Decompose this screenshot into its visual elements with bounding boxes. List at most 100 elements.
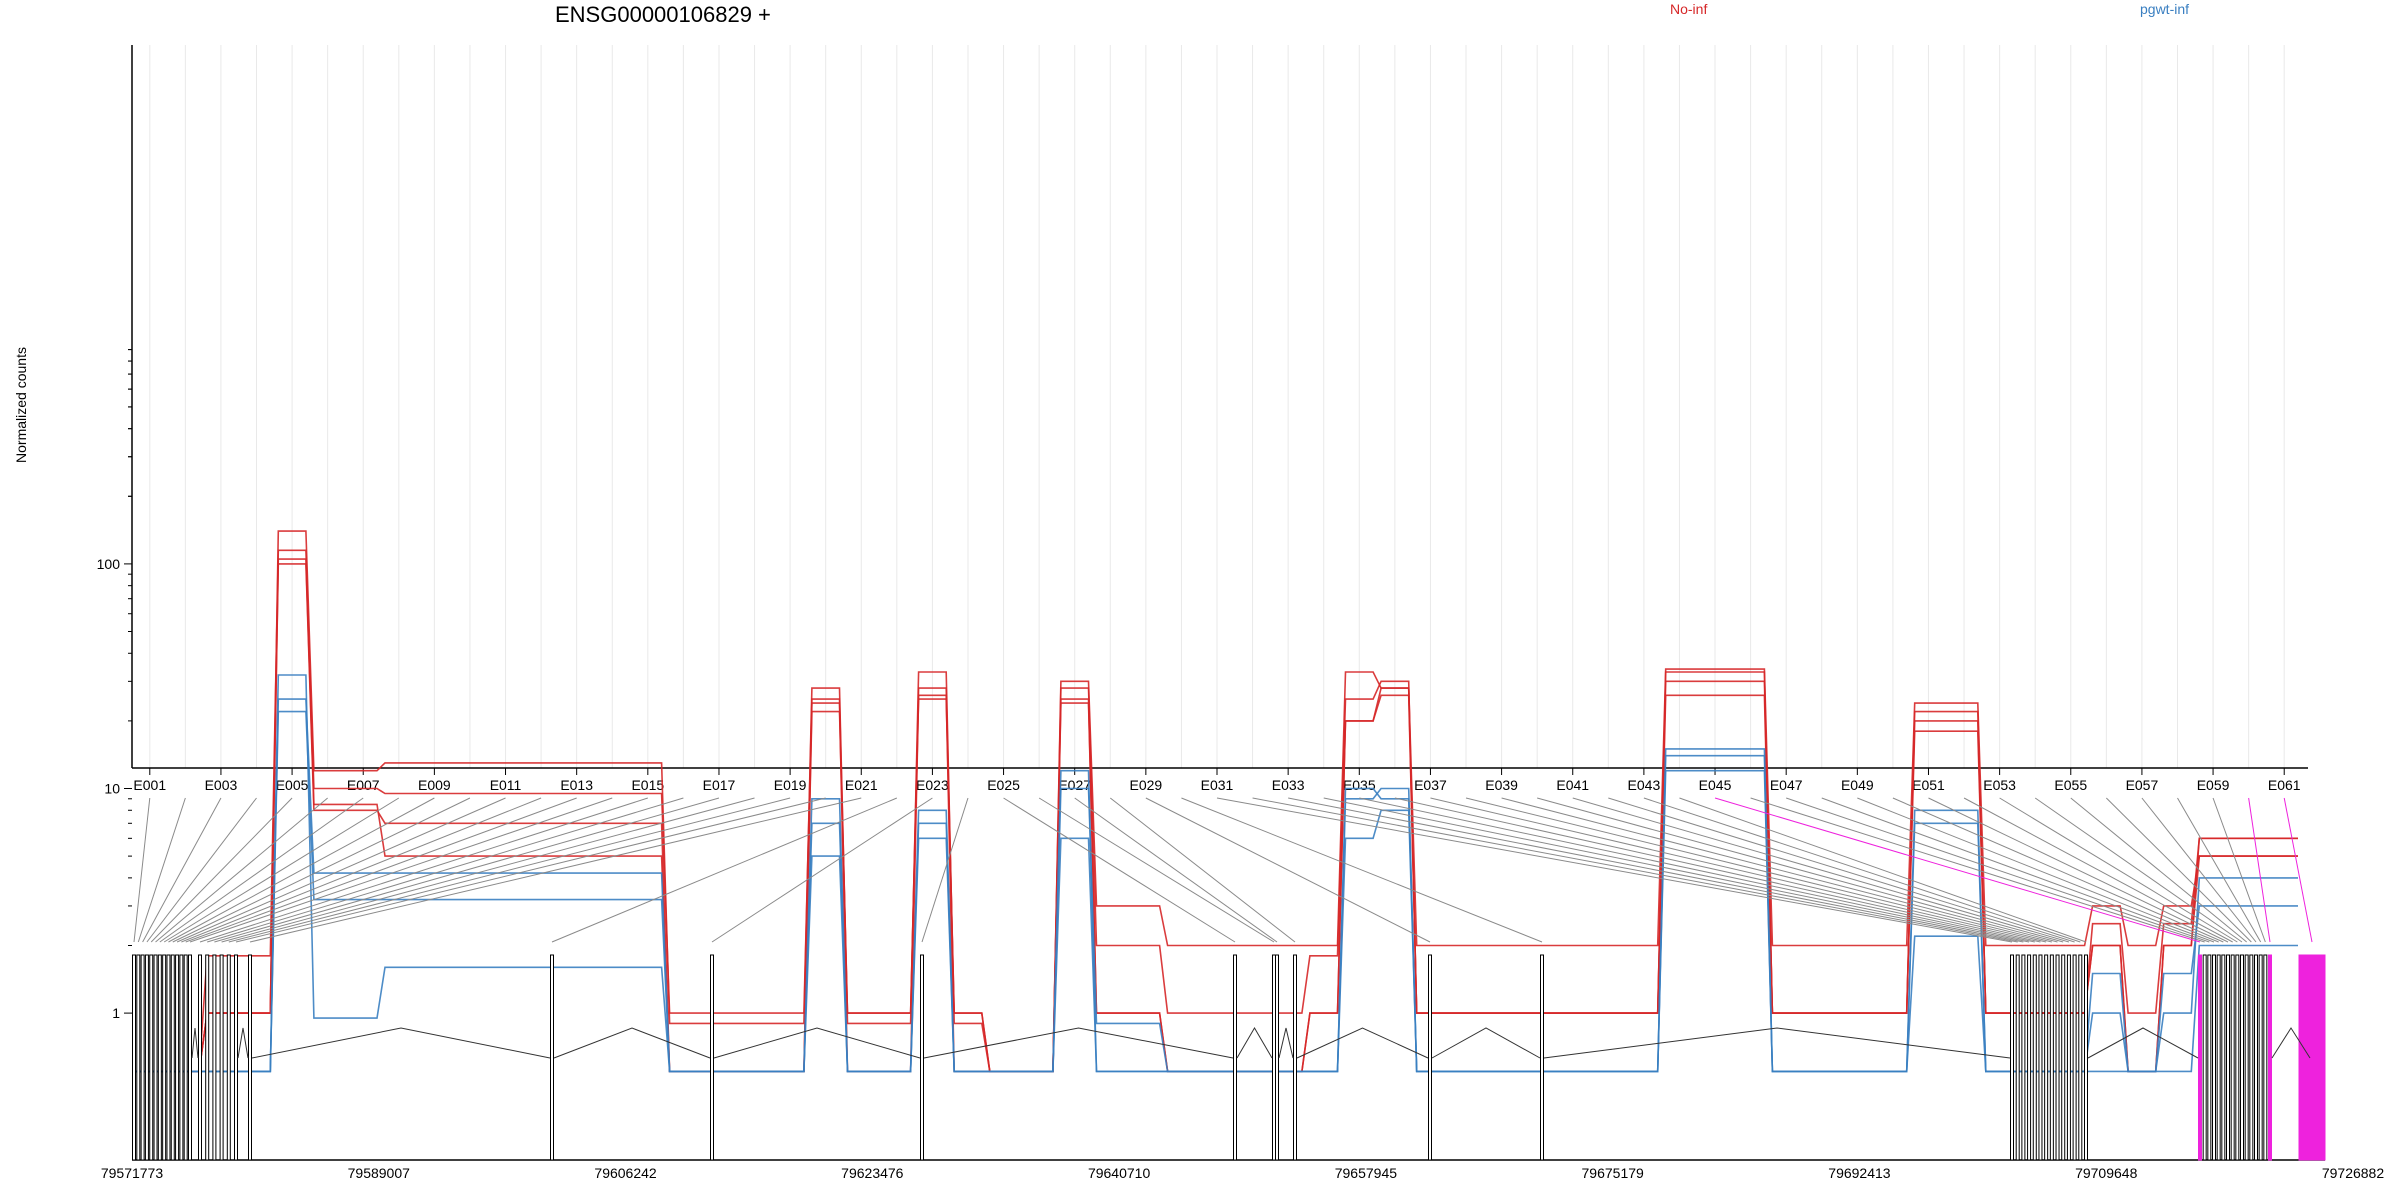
- intron-line: [713, 1027, 921, 1059]
- exon-box: [153, 954, 158, 1161]
- genomic-coordinate-label: 79657945: [1335, 1165, 1398, 1181]
- exon-box: [234, 954, 238, 1161]
- exon-connector: [155, 797, 328, 943]
- intron-line: [923, 1027, 1234, 1059]
- genomic-coordinate-label: 79589007: [348, 1165, 411, 1181]
- exon-connector: [1892, 797, 2224, 943]
- exon-connector: [146, 797, 257, 943]
- exon-connector: [2070, 797, 2247, 943]
- exon-box: [2298, 954, 2326, 1161]
- exon-box: [920, 954, 924, 1161]
- exon-connector: [137, 797, 186, 943]
- exon-connector: [1679, 797, 2087, 943]
- exon-tick-label: E055: [2054, 777, 2087, 793]
- exon-box: [2240, 954, 2244, 1161]
- series-lines: [136, 530, 2298, 1073]
- exon-connector: [1430, 797, 2047, 943]
- exon-box: [2207, 954, 2212, 1161]
- exon-tick-label: E053: [1983, 777, 2016, 793]
- exon-tick-label: E049: [1841, 777, 1874, 793]
- exon-connector: [189, 797, 613, 943]
- exon-tick-label: E035: [1343, 777, 1376, 793]
- y-tick-label: 10: [104, 781, 120, 797]
- exon-connector: [711, 797, 933, 943]
- exon-box: [2061, 954, 2066, 1161]
- gene-model: [132, 954, 2326, 1161]
- exon-connector: [172, 797, 471, 943]
- intron-line: [191, 1027, 199, 1059]
- exon-tick-label: E023: [916, 777, 949, 793]
- genomic-coordinate-label: 79623476: [841, 1165, 904, 1181]
- exon-box: [149, 954, 154, 1161]
- exon-box: [1428, 954, 1432, 1161]
- exon-connector: [163, 797, 400, 943]
- exon-connector: [249, 797, 862, 943]
- exon-connector: [2105, 797, 2252, 943]
- exon-connector: [1394, 797, 2041, 943]
- exon-tick-label: E045: [1699, 777, 1732, 793]
- exon-box: [2044, 954, 2049, 1161]
- exon-box: [2221, 954, 2226, 1161]
- exon-box: [2226, 954, 2230, 1161]
- intron-line: [237, 1027, 249, 1059]
- intron-line: [251, 1027, 551, 1059]
- exon-tick-label: E021: [845, 777, 878, 793]
- series-line-no-inf-1: [136, 549, 2298, 1073]
- exon-connector: [1145, 797, 1431, 943]
- exon-connector: [1786, 797, 2210, 943]
- exon-connector: [199, 797, 648, 943]
- intron-line: [1296, 1027, 1429, 1059]
- exon-box: [188, 954, 192, 1161]
- exon-connector: [1537, 797, 2064, 943]
- exon-box: [144, 954, 149, 1161]
- exon-box: [2015, 954, 2020, 1161]
- exon-box: [2055, 954, 2060, 1161]
- exon-tick-label: E027: [1058, 777, 1091, 793]
- exon-box: [550, 954, 554, 1161]
- exon-connector: [1608, 797, 2075, 943]
- intron-line: [553, 1027, 711, 1059]
- exon-box: [166, 954, 171, 1161]
- exon-box: [2021, 954, 2026, 1161]
- y-axis-label: Normalized counts: [13, 347, 29, 463]
- exon-box: [2078, 954, 2083, 1161]
- exon-box: [2198, 954, 2202, 1161]
- exon-box: [2049, 954, 2054, 1161]
- exon-connector: [176, 797, 506, 943]
- exon-box: [2072, 954, 2077, 1161]
- exon-connector: [1109, 797, 1296, 943]
- exon-tick-label: E017: [703, 777, 736, 793]
- exon-box: [2268, 954, 2272, 1161]
- exon-tick-label: E051: [1912, 777, 1945, 793]
- genomic-coordinate-label: 79571773: [101, 1165, 164, 1181]
- exon-tick-label: E013: [560, 777, 593, 793]
- exon-connector: [1821, 797, 2215, 943]
- exon-connector: [168, 797, 435, 943]
- exon-tick-label: E059: [2197, 777, 2230, 793]
- exon-connector: [2248, 797, 2271, 943]
- exon-connector: [181, 797, 542, 943]
- intron-line: [1543, 1027, 2011, 1059]
- series-line-no-inf-2: [136, 530, 2298, 1073]
- exon-connector: [2177, 797, 2262, 943]
- exon-tick-label: E061: [2268, 777, 2301, 793]
- exon-box: [183, 954, 188, 1161]
- genomic-coordinate-label: 79640710: [1088, 1165, 1151, 1181]
- exon-connector: [1750, 797, 2205, 943]
- intron-line: [1236, 1027, 1273, 1059]
- exon-tick-label: E057: [2126, 777, 2159, 793]
- exon-box: [179, 954, 184, 1161]
- exon-box: [2249, 954, 2254, 1161]
- exon-tick-label: E003: [205, 777, 238, 793]
- exon-connector: [921, 797, 969, 943]
- exon-box: [140, 954, 145, 1161]
- exon-connector: [2141, 797, 2257, 943]
- intron-line: [2271, 1027, 2311, 1059]
- exon-connector: [133, 797, 151, 943]
- exon-box: [2216, 954, 2221, 1161]
- exon-box: [162, 954, 167, 1161]
- genomic-coordinate-label: 79606242: [594, 1165, 657, 1181]
- exon-box: [248, 954, 252, 1161]
- intron-line: [2087, 1027, 2199, 1059]
- exon-box: [2084, 954, 2088, 1161]
